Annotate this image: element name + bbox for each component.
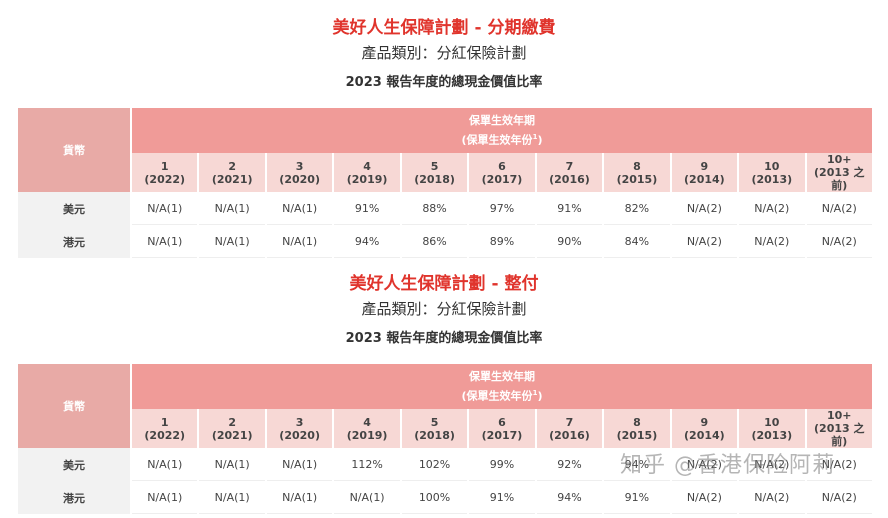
policy-year-header: 10+ (2013 之前) <box>806 153 872 192</box>
product-category: 產品類別：分紅保險計劃 <box>361 44 527 62</box>
currency-header: 貨幣 <box>18 364 130 448</box>
ratio-cell: N/A(2) <box>739 448 805 481</box>
plan-section-installment: 美好人生保障計劃 - 分期繳費 產品類別：分紅保險計劃 2023 報告年度的總現… <box>0 17 888 92</box>
policy-year-header: 10 (2013) <box>739 409 805 448</box>
report-heading: 2023 報告年度的總現金價值比率 <box>345 331 543 346</box>
policy-year-header: 2 (2021) <box>199 153 265 192</box>
ratio-cell: N/A(1) <box>199 225 265 258</box>
ratio-cell: N/A(2) <box>806 448 872 481</box>
ratio-cell: 86% <box>401 225 468 258</box>
policy-year-header: 10 (2013) <box>739 153 805 192</box>
policy-year-header: 5 (2018) <box>401 409 468 448</box>
ratio-cell: N/A(1) <box>266 448 333 481</box>
ratio-cell: N/A(2) <box>671 225 738 258</box>
ratio-cell: 90% <box>536 225 603 258</box>
ratio-cell: N/A(1) <box>334 481 400 514</box>
ratio-cell: N/A(2) <box>739 225 805 258</box>
ratio-cell: 91% <box>334 192 400 225</box>
ratio-cell: 88% <box>401 192 468 225</box>
policy-year-header: 10+ (2013 之前) <box>806 409 872 448</box>
policy-period-header: 保單生效年期 (保單生效年份1) <box>132 108 872 153</box>
plan-title: 美好人生保障計劃 - 整付 <box>349 274 539 294</box>
ratio-cell: N/A(1) <box>132 481 198 514</box>
currency-header: 貨幣 <box>18 108 130 192</box>
ratio-cell: N/A(1) <box>199 448 265 481</box>
ratio-cell: N/A(2) <box>671 448 738 481</box>
period-header-line2: (保單生效年份1) <box>461 132 543 147</box>
ratio-cell: 102% <box>401 448 468 481</box>
product-category: 產品類別：分紅保險計劃 <box>361 300 527 318</box>
policy-year-header: 7 (2016) <box>536 153 603 192</box>
ratio-cell: 91% <box>469 481 535 514</box>
policy-period-header: 保單生效年期 (保單生效年份1) <box>132 364 872 409</box>
ratio-cell: N/A(2) <box>739 192 805 225</box>
ratio-cell: N/A(2) <box>739 481 805 514</box>
policy-year-header: 2 (2021) <box>199 409 265 448</box>
ratio-cell: N/A(2) <box>806 225 872 258</box>
policy-year-header: 6 (2017) <box>469 153 535 192</box>
ratio-cell: 100% <box>401 481 468 514</box>
policy-year-header: 3 (2020) <box>266 409 333 448</box>
ratio-cell: 94% <box>536 481 603 514</box>
policy-year-header: 8 (2015) <box>604 153 670 192</box>
ratio-cell: 91% <box>604 481 670 514</box>
ratio-cell: 99% <box>469 448 535 481</box>
currency-cell: 美元 <box>18 192 130 225</box>
ratio-cell: N/A(1) <box>266 225 333 258</box>
ratio-cell: N/A(2) <box>671 192 738 225</box>
period-header-line1: 保單生效年期 <box>469 113 535 127</box>
ratio-cell: N/A(1) <box>132 448 198 481</box>
policy-year-header: 8 (2015) <box>604 409 670 448</box>
policy-year-header: 5 (2018) <box>401 153 468 192</box>
watermark: 知乎 @香港保险阿莉 <box>620 453 835 478</box>
currency-cell: 美元 <box>18 448 130 481</box>
plan-title: 美好人生保障計劃 - 分期繳費 <box>332 18 556 38</box>
ratio-cell: 92% <box>536 448 603 481</box>
ratio-cell: 89% <box>469 225 535 258</box>
policy-year-header: 4 (2019) <box>334 153 400 192</box>
ratio-cell: 94% <box>604 448 670 481</box>
footnote-marker: 1 <box>532 388 538 397</box>
ratio-cell: N/A(1) <box>199 192 265 225</box>
ratio-cell: N/A(2) <box>806 192 872 225</box>
period-header-line2: (保單生效年份1) <box>461 388 543 403</box>
ratio-cell: N/A(1) <box>132 192 198 225</box>
ratio-cell: N/A(1) <box>132 225 198 258</box>
ratio-cell: 91% <box>536 192 603 225</box>
ratio-cell: 97% <box>469 192 535 225</box>
period-header-line1: 保單生效年期 <box>469 369 535 383</box>
policy-year-header: 7 (2016) <box>536 409 603 448</box>
policy-year-header: 1 (2022) <box>132 409 198 448</box>
cash-value-ratio-table: 貨幣 保單生效年期 (保單生效年份1) 1 (2022) 2 (2021) 3 (2020… <box>16 108 874 258</box>
policy-year-header: 3 (2020) <box>266 153 333 192</box>
ratio-cell: 82% <box>604 192 670 225</box>
policy-year-header: 4 (2019) <box>334 409 400 448</box>
policy-year-header: 6 (2017) <box>469 409 535 448</box>
policy-year-header: 1 (2022) <box>132 153 198 192</box>
policy-year-header: 9 (2014) <box>671 153 738 192</box>
ratio-cell: N/A(2) <box>671 481 738 514</box>
ratio-cell: N/A(1) <box>199 481 265 514</box>
policy-year-header: 9 (2014) <box>671 409 738 448</box>
footnote-marker: 1 <box>532 132 538 141</box>
currency-cell: 港元 <box>18 225 130 258</box>
cash-value-ratio-table: 貨幣 保單生效年期 (保單生效年份1) 1 (2022) 2 (2021) 3 (2020… <box>16 364 874 514</box>
ratio-cell: N/A(1) <box>266 481 333 514</box>
ratio-cell: 84% <box>604 225 670 258</box>
currency-cell: 港元 <box>18 481 130 514</box>
ratio-cell: 94% <box>334 225 400 258</box>
ratio-cell: N/A(2) <box>806 481 872 514</box>
plan-section-single-premium: 美好人生保障計劃 - 整付 產品類別：分紅保險計劃 2023 報告年度的總現金價… <box>0 273 888 348</box>
ratio-cell: 112% <box>334 448 400 481</box>
ratio-cell: N/A(1) <box>266 192 333 225</box>
report-heading: 2023 報告年度的總現金價值比率 <box>345 75 543 90</box>
